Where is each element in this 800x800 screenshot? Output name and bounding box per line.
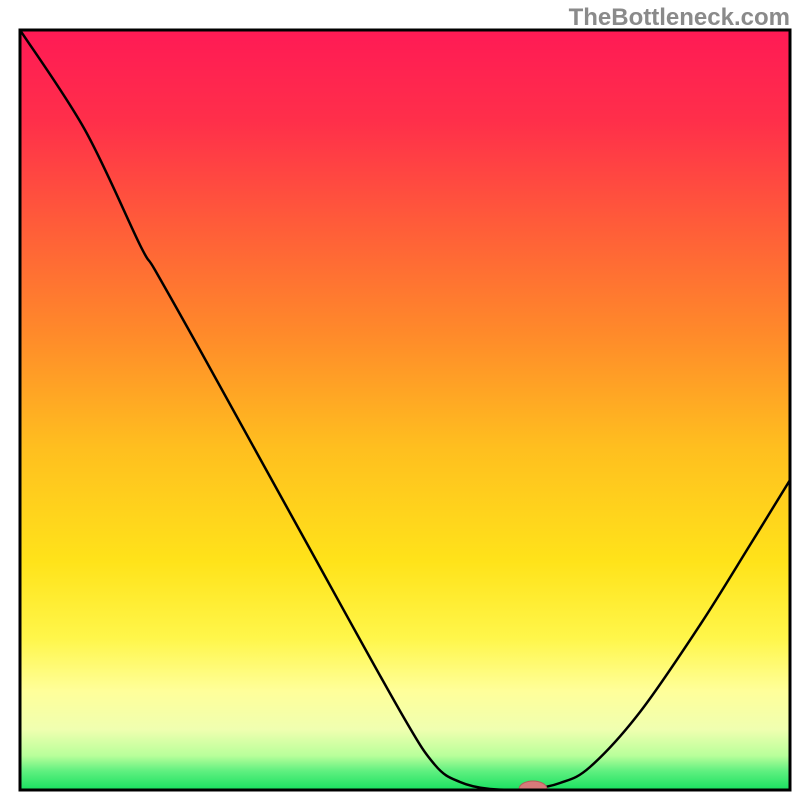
chart-container: { "watermark": "TheBottleneck.com", "cha… (0, 0, 800, 800)
bottleneck-chart (0, 0, 800, 800)
gradient-background (20, 30, 790, 790)
watermark-text: TheBottleneck.com (569, 4, 790, 32)
